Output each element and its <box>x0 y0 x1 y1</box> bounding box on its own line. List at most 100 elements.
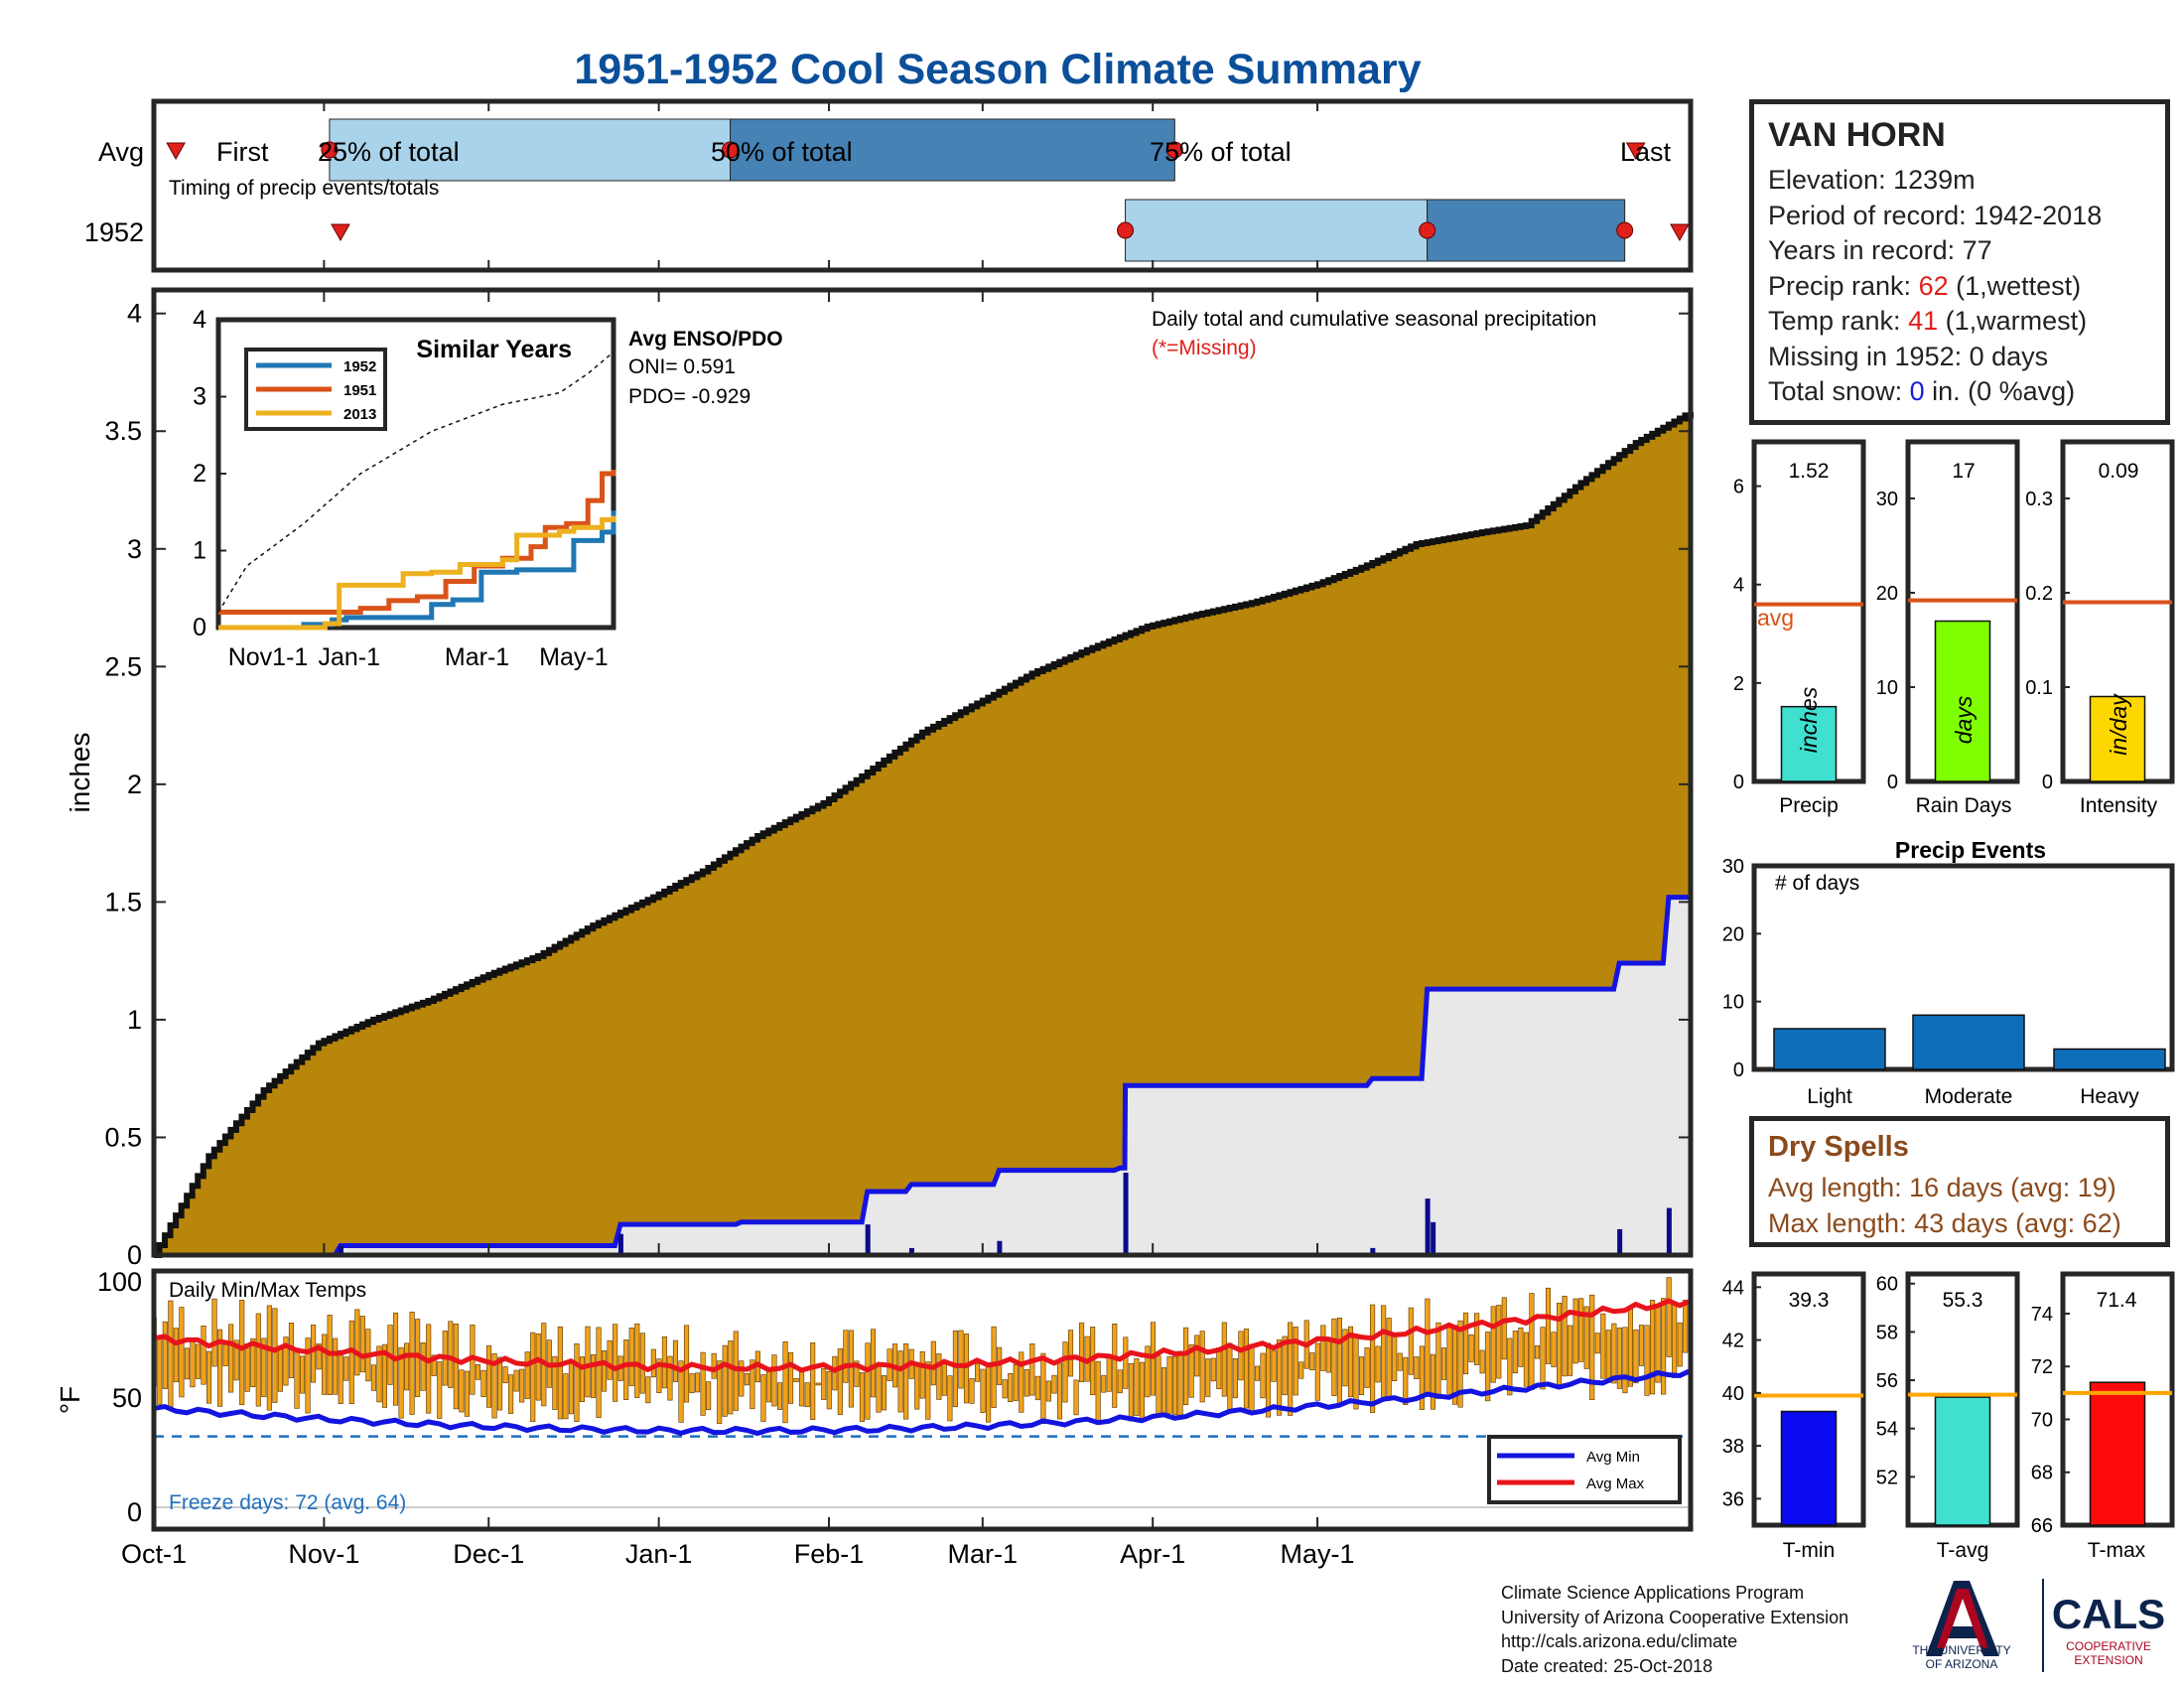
stat-ytick-74: 74 <box>2031 1304 2053 1326</box>
raindays-value-label: 17 <box>1952 460 1975 483</box>
daily-temp-bar <box>1435 1322 1441 1399</box>
daily-temp-bar <box>502 1366 508 1384</box>
period-text: Period of record: 1942-2018 <box>1768 200 2103 230</box>
daily-temp-bar <box>184 1347 190 1380</box>
precip-ytick-2: 2 <box>127 770 142 799</box>
daily-temp-bar <box>1672 1302 1678 1378</box>
daily-temp-bar <box>1457 1320 1463 1408</box>
daily-temp-bar <box>1627 1308 1633 1387</box>
daily-temp-bar <box>991 1326 997 1408</box>
daily-temp-bar <box>519 1368 525 1403</box>
inset-ytick-3: 3 <box>193 383 206 411</box>
daily-temp-bar <box>1446 1327 1452 1398</box>
daily-temp-bar <box>782 1340 788 1424</box>
stat-ytick-0.1: 0.1 <box>2025 677 2053 699</box>
daily-temp-bar <box>162 1321 168 1389</box>
daily-temp-bar <box>1056 1362 1063 1420</box>
daily-precip-bar <box>1666 1207 1672 1255</box>
daily-precip-bar <box>908 1247 914 1255</box>
stat-ytick-66: 66 <box>2031 1515 2053 1537</box>
events-cat-moderate: Moderate <box>1925 1085 2013 1108</box>
legend-1952-label: 1952 <box>343 358 376 375</box>
daily-precip-bar <box>338 1245 343 1255</box>
daily-temp-bar <box>1325 1340 1331 1373</box>
tmin-category-label: T-min <box>1783 1539 1836 1562</box>
daily-temp-bar <box>1644 1325 1650 1396</box>
daily-temp-bar <box>1277 1339 1283 1416</box>
y1952-25-50-bar <box>1125 199 1429 262</box>
daily-temp-bar <box>936 1353 942 1400</box>
daily-temp-bar <box>179 1307 185 1398</box>
y1952-cumulative-area <box>154 897 1691 1255</box>
daily-temp-bar <box>266 1305 272 1411</box>
daily-temp-bar <box>1347 1326 1354 1398</box>
daily-temp-bar <box>1403 1356 1409 1406</box>
daily-temp-bar <box>1616 1328 1622 1389</box>
daily-temp-bar <box>1172 1355 1178 1416</box>
daily-temp-bar <box>1309 1352 1315 1371</box>
daily-temp-bar <box>870 1329 877 1398</box>
precip-total-chart: 0 2 4 6 <box>1733 439 1866 793</box>
enso-pdo: PDO= -0.929 <box>628 385 751 408</box>
daily-temp-bar <box>1227 1342 1233 1414</box>
footer-line-2: University of Arizona Cooperative Extens… <box>1501 1607 1849 1627</box>
daily-temp-bar <box>404 1342 410 1391</box>
daily-temp-bar <box>1397 1352 1403 1371</box>
daily-temp-bar <box>590 1354 597 1398</box>
daily-temp-bar <box>530 1332 536 1423</box>
tmax-category-label: T-max <box>2088 1539 2146 1562</box>
stat-ytick-10: 10 <box>1876 677 1898 699</box>
stat-ytick-6: 6 <box>1733 477 1744 498</box>
daily-temp-bar <box>1298 1361 1304 1379</box>
xtick-May-1: May-1 <box>1281 1539 1355 1569</box>
timing-row-avg: Avg <box>98 137 144 167</box>
freeze-note: Freeze days: 72 (avg. 64) <box>169 1491 406 1514</box>
daily-temp-bar <box>1600 1313 1606 1379</box>
daily-temp-bar <box>930 1340 936 1386</box>
precip-ytick-3: 3 <box>127 534 142 564</box>
stat-ytick-70: 70 <box>2031 1409 2053 1431</box>
daily-temp-bar <box>354 1309 360 1376</box>
daily-temp-bar <box>1271 1349 1277 1382</box>
stat-ytick-0.3: 0.3 <box>2025 489 2053 510</box>
daily-temp-bar <box>1408 1307 1414 1375</box>
intensity-category-label: Intensity <box>2080 794 2158 817</box>
daily-temp-bar <box>283 1336 289 1386</box>
daily-temp-bar <box>338 1349 343 1404</box>
daily-temp-bar <box>678 1360 684 1423</box>
timing-25-label: 25% of total <box>318 137 460 167</box>
footer-line-3: http://cals.arizona.edu/climate <box>1501 1631 1738 1651</box>
daily-temp-bar <box>1183 1327 1189 1406</box>
daily-temp-bar <box>557 1326 563 1420</box>
y1952-75-marker <box>1616 221 1634 239</box>
precip-stats-panel: 0 2 4 6 0 10 20 30 0 0.1 0.2 0.3 1.52 17 0.09 Pre… <box>1733 439 2175 817</box>
daily-temp-bar <box>667 1355 673 1401</box>
avg-25-50-bar <box>329 118 731 182</box>
daily-temp-bar <box>1188 1343 1194 1398</box>
daily-temp-bar <box>914 1364 920 1410</box>
years-text: Years in record: 77 <box>1768 235 1992 265</box>
stat-ytick-0: 0 <box>1887 772 1898 793</box>
daily-temp-bar <box>239 1300 245 1406</box>
daily-temp-bar <box>1490 1306 1496 1383</box>
inset-ytick-2: 2 <box>193 460 206 488</box>
precip-main-frame <box>151 287 1694 1258</box>
y1952-50-75-bar <box>1427 199 1626 262</box>
precip-ytick-0.5: 0.5 <box>104 1122 142 1152</box>
daily-temp-bar <box>1474 1313 1480 1365</box>
daily-temp-bar <box>579 1356 586 1403</box>
daily-temp-bar <box>639 1333 645 1394</box>
daily-temp-bar <box>508 1374 514 1414</box>
y1952-last-marker <box>1670 223 1690 242</box>
raindays-unit-label: days <box>1951 695 1977 744</box>
daily-temp-bar <box>475 1364 480 1380</box>
stat-ytick-20: 20 <box>1876 583 1898 605</box>
daily-temp-bar <box>804 1382 810 1408</box>
temp-ytick-50: 50 <box>112 1383 142 1413</box>
daily-temp-bar <box>1534 1344 1540 1359</box>
y1952-25-marker <box>1117 221 1135 239</box>
daily-temp-bar <box>190 1338 196 1388</box>
precip-unit-label: inches <box>1796 686 1822 753</box>
daily-temp-bar <box>316 1343 322 1370</box>
